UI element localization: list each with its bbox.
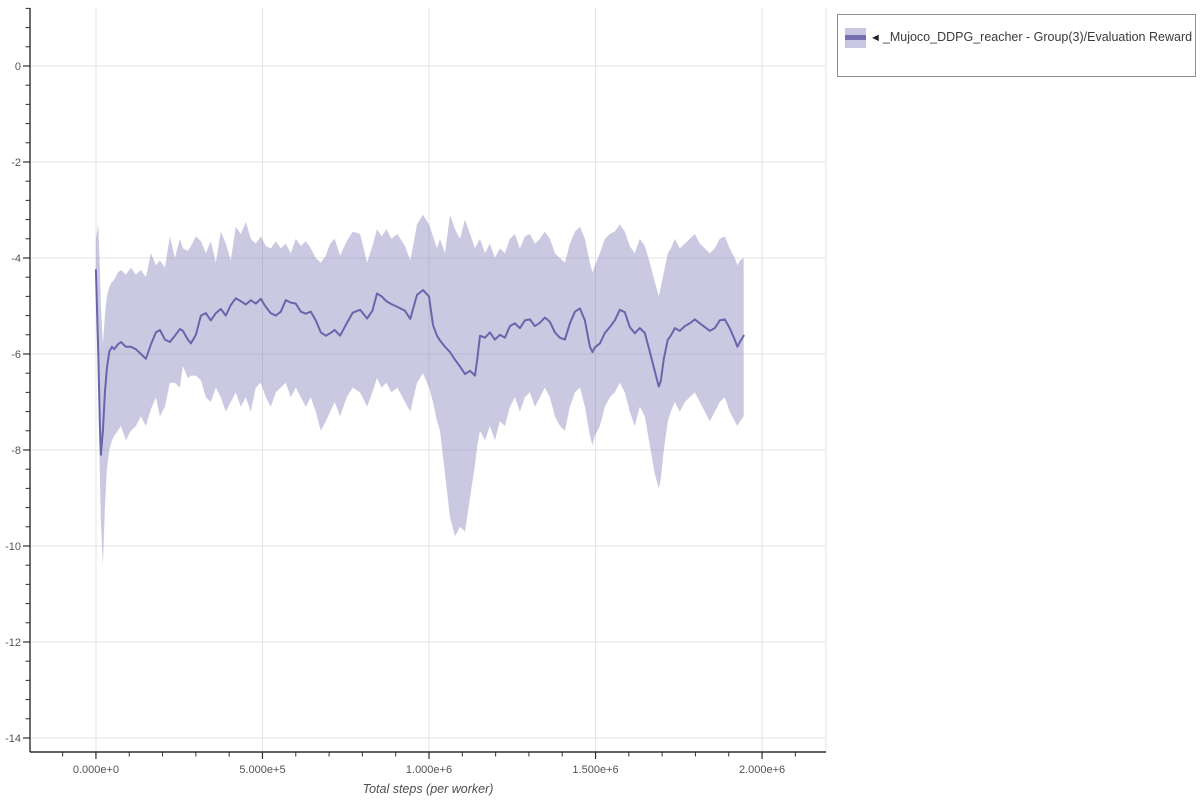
legend-box: ◄ _Mujoco_DDPG_reacher - Group(3)/Evaluat… [837, 14, 1196, 77]
mean-reward-line [94, 269, 745, 456]
x-tick-label: 1.000e+6 [406, 764, 452, 776]
x-tick-label: 0.000e+0 [73, 764, 119, 776]
x-axis-title: Total steps (per worker) [363, 782, 494, 796]
legend-swatch-band [845, 28, 866, 48]
y-tick-label: -2 [11, 157, 21, 169]
y-tick-label: -10 [5, 541, 21, 553]
legend-item[interactable]: ◄ _Mujoco_DDPG_reacher - Group(3)/Evaluat… [870, 26, 1195, 50]
x-tick-label: 2.000e+6 [739, 764, 785, 776]
y-tick-label: 0 [15, 61, 21, 73]
legend-swatch-line [845, 35, 866, 40]
legend-marker-icon: ◄ [870, 32, 881, 44]
y-tick-label: -14 [5, 733, 21, 745]
x-tick-label: 5.000e+5 [239, 764, 285, 776]
x-tick-label: 1.500e+6 [572, 764, 618, 776]
y-tick-label: -6 [11, 349, 21, 361]
confidence-band [95, 214, 744, 566]
legend-item-label: _Mujoco_DDPG_reacher - Group(3)/Evaluati… [882, 30, 1193, 44]
y-tick-label: -12 [5, 637, 21, 649]
y-tick-label: -8 [11, 445, 21, 457]
y-tick-label: -4 [11, 253, 21, 265]
